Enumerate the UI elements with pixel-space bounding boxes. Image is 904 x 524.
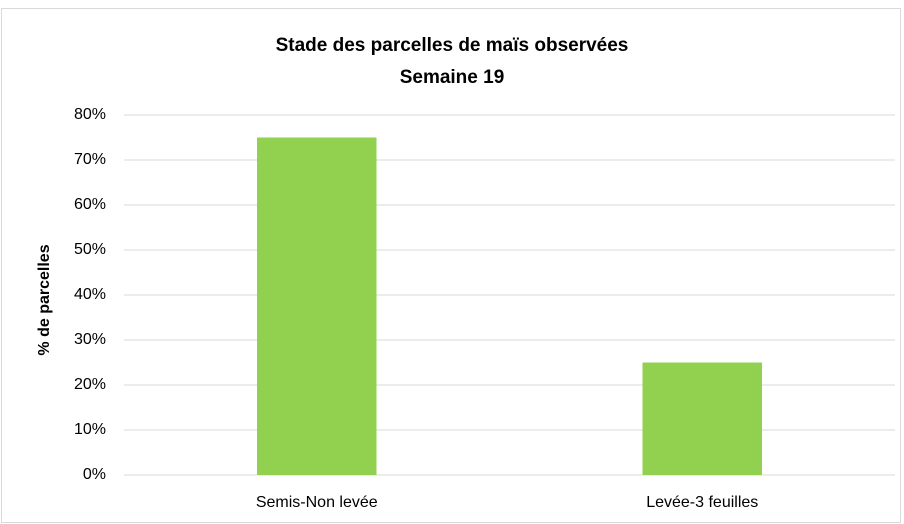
bar	[642, 362, 763, 475]
x-tick-label: Levée-3 feuilles	[646, 494, 758, 511]
y-tick-label: 80%	[74, 106, 106, 123]
chart-subtitle: Semaine 19	[400, 67, 505, 88]
chart-title: Stade des parcelles de maïs observées	[276, 35, 629, 56]
bar	[256, 137, 377, 475]
y-tick-label: 10%	[74, 421, 106, 438]
y-tick-label: 70%	[74, 151, 106, 168]
x-tick-label: Semis-Non levée	[256, 494, 378, 511]
y-axis-label: % de parcelles	[36, 244, 53, 355]
y-tick-label: 50%	[74, 241, 106, 258]
y-tick-label: 30%	[74, 331, 106, 348]
y-tick-label: 20%	[74, 376, 106, 393]
y-tick-label: 60%	[74, 196, 106, 213]
y-tick-label: 0%	[83, 466, 106, 483]
y-tick-label: 40%	[74, 286, 106, 303]
